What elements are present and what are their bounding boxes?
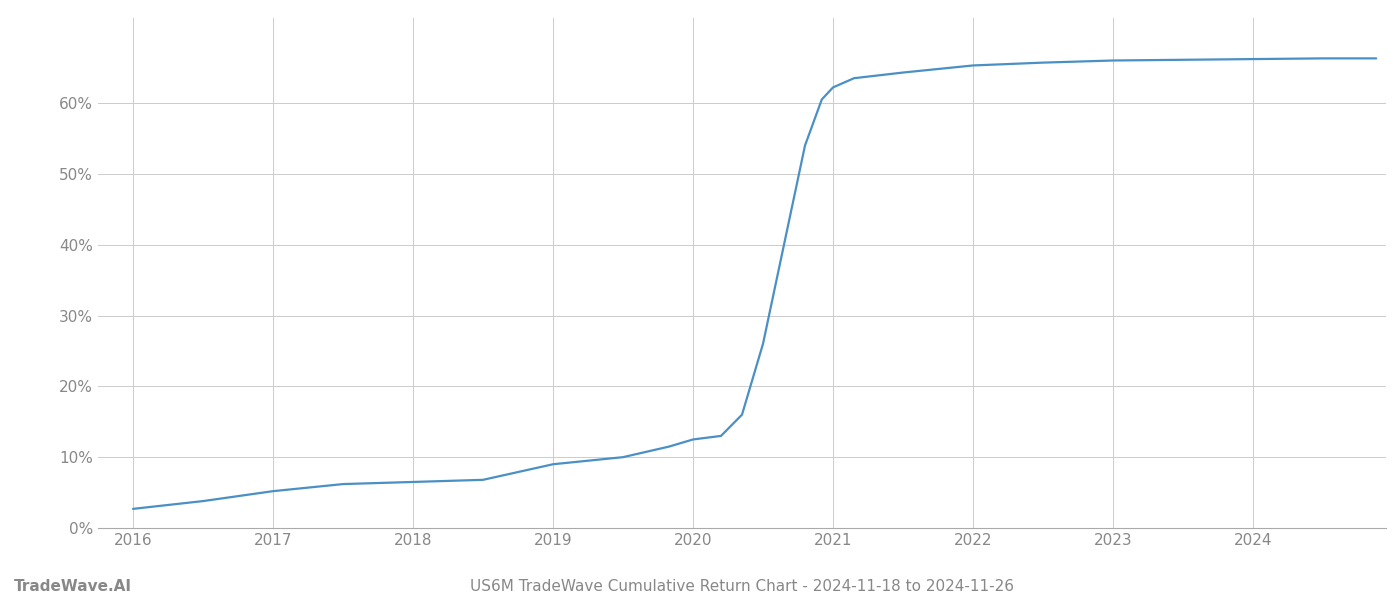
Text: US6M TradeWave Cumulative Return Chart - 2024-11-18 to 2024-11-26: US6M TradeWave Cumulative Return Chart -… [470,579,1014,594]
Text: TradeWave.AI: TradeWave.AI [14,579,132,594]
